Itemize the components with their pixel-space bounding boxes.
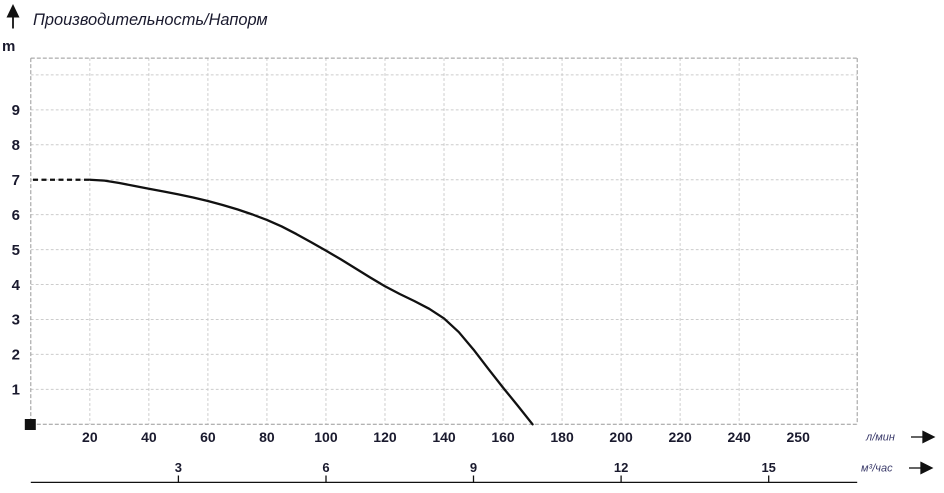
svg-text:60: 60: [200, 429, 216, 445]
svg-text:м³/час: м³/час: [861, 463, 893, 475]
svg-text:3: 3: [12, 312, 20, 329]
svg-text:6: 6: [12, 207, 20, 224]
svg-text:80: 80: [259, 429, 275, 445]
svg-text:2: 2: [12, 347, 20, 364]
svg-text:140: 140: [432, 429, 456, 445]
svg-text:3: 3: [175, 460, 182, 475]
svg-text:9: 9: [12, 102, 20, 119]
svg-text:15: 15: [761, 460, 775, 475]
svg-text:220: 220: [668, 429, 692, 445]
svg-text:1: 1: [12, 382, 20, 399]
svg-text:л/мин: л/мин: [865, 432, 895, 444]
svg-text:m: m: [2, 38, 15, 55]
svg-text:8: 8: [12, 137, 20, 154]
svg-text:7: 7: [12, 172, 20, 189]
svg-text:40: 40: [141, 429, 157, 445]
svg-text:6: 6: [322, 460, 329, 475]
svg-text:120: 120: [373, 429, 397, 445]
svg-text:100: 100: [314, 429, 338, 445]
svg-text:200: 200: [609, 429, 633, 445]
svg-text:20: 20: [82, 429, 98, 445]
svg-text:180: 180: [550, 429, 574, 445]
svg-text:5: 5: [12, 242, 20, 259]
svg-text:250: 250: [787, 429, 811, 445]
svg-text:160: 160: [491, 429, 515, 445]
svg-text:9: 9: [470, 460, 477, 475]
svg-text:4: 4: [12, 277, 21, 294]
svg-text:12: 12: [614, 460, 628, 475]
svg-text:240: 240: [727, 429, 751, 445]
svg-text:Производительность/Напорм: Производительность/Напорм: [33, 11, 268, 29]
